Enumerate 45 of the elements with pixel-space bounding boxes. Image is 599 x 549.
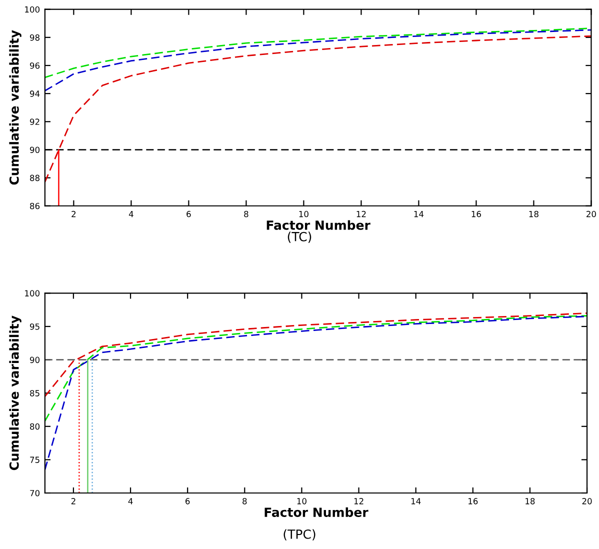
x-tick-label: 20 — [586, 210, 596, 218]
x-tick-label: 10 — [299, 210, 308, 218]
y-tick-label: 86 — [30, 202, 40, 210]
y-tick-label: 75 — [30, 456, 40, 463]
y-tick-label: 100 — [25, 6, 40, 13]
text: (TC) — [288, 232, 312, 243]
y-tick-label: 95 — [30, 323, 40, 330]
y-tick-label: 96 — [30, 62, 40, 69]
x-tick-label: 4 — [128, 210, 134, 218]
y-tick-label: 85 — [30, 390, 40, 396]
x-tick-label: 14 — [411, 498, 421, 504]
x-tick-label: 16 — [472, 210, 481, 218]
x-tick-label: 20 — [582, 498, 592, 504]
line-series — [44, 312, 588, 398]
x-tick-label: 18 — [529, 210, 538, 218]
y-tick-label: 70 — [30, 490, 40, 496]
x-tick-label: 10 — [297, 498, 306, 504]
line-series — [44, 315, 588, 422]
y-tick-label: 90 — [30, 356, 40, 364]
text: (TPC) — [284, 529, 316, 540]
x-tick-label: 8 — [242, 498, 247, 504]
y-tick-label: 98 — [30, 34, 40, 41]
x-tick-label: 4 — [128, 498, 133, 504]
y-tick-label: 90 — [30, 146, 40, 154]
x-tick-label: 2 — [72, 210, 76, 218]
x-tick-label: 12 — [354, 498, 364, 504]
x-tick-label: 18 — [526, 498, 535, 504]
y-tick-label: 94 — [30, 90, 40, 97]
x-tick-label: 2 — [71, 498, 76, 504]
y-tick-label: 80 — [30, 423, 40, 430]
y-tick-label: 88 — [30, 174, 40, 182]
x-axis-title: Factor Number — [264, 507, 368, 517]
x-tick-label: 6 — [186, 498, 190, 504]
x-axis-title: Factor Number — [266, 220, 370, 230]
y-tick-label: 92 — [30, 118, 40, 125]
x-tick-label: 14 — [414, 210, 424, 218]
x-tick-label: 6 — [186, 210, 191, 218]
line-series — [44, 35, 592, 183]
x-tick-label: 8 — [244, 210, 248, 218]
y-axis-title: Cumulative variability — [9, 30, 22, 185]
y-axis-title: Cumulative variability — [9, 316, 22, 470]
line-series — [44, 29, 592, 92]
y-tick-label: 100 — [25, 290, 40, 296]
x-tick-label: 12 — [356, 210, 366, 218]
x-tick-label: 16 — [468, 498, 478, 504]
